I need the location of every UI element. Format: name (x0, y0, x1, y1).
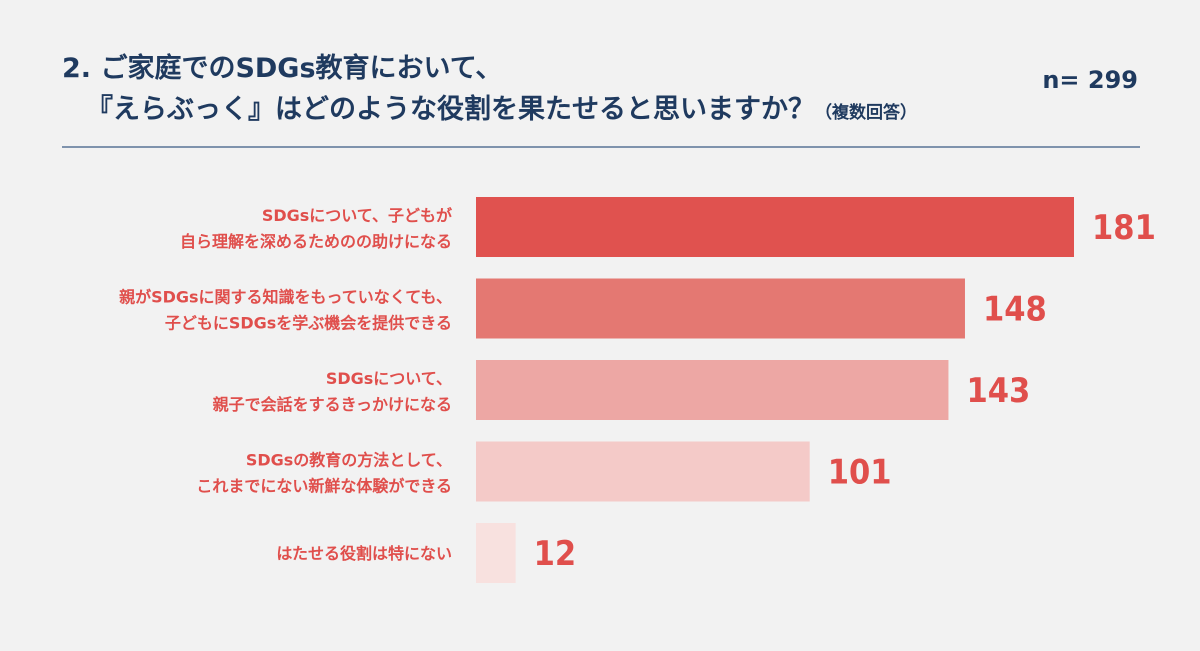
chart-title-line2: 『えらぶっく』はどのような役割を果たせると思いますか？（複数回答） (86, 93, 917, 130)
value-label-3: 143 (966, 371, 1030, 411)
category-label-5-line-1: はたせる役割は特にない (276, 544, 452, 563)
chart-title-note: （複数回答） (815, 103, 917, 123)
value-label-2: 148 (983, 290, 1047, 330)
chart-title-main: 『えらぶっく』はどのような役割を果たせると思いますか？ (86, 94, 815, 125)
value-label-4: 101 (828, 453, 892, 493)
chart-title-line1: 2. ご家庭でのSDGs教育において、 (62, 53, 503, 84)
category-label-3-line-2: 親子で会話をするきっかけになる (213, 395, 452, 414)
category-label-3-line-1: SDGsについて、 (326, 369, 452, 388)
bar-3 (476, 360, 949, 420)
category-label-1-line-2: 自ら理解を深めるためのの助けになる (180, 232, 452, 251)
bar-4 (476, 441, 810, 502)
bar-1 (476, 197, 1074, 257)
value-label-1: 181 (1092, 208, 1156, 248)
category-label-1-line-1: SDGsについて、子どもが (262, 206, 452, 225)
value-label-5: 12 (534, 534, 577, 574)
category-label-4-line-1: SDGsの教育の方法として、 (246, 451, 452, 470)
bar-5 (476, 523, 516, 583)
category-label-4-line-2: これまでにない新鮮な体験ができる (196, 477, 452, 496)
category-label-2-line-2: 子どもにSDGsを学ぶ機会を提供できる (165, 314, 452, 333)
sample-size-label: n= 299 (1042, 66, 1138, 94)
category-label-2-line-1: 親がSDGsに関する知識をもっていなくても、 (119, 288, 452, 307)
bar-2 (476, 278, 965, 339)
header-divider (62, 146, 1140, 148)
